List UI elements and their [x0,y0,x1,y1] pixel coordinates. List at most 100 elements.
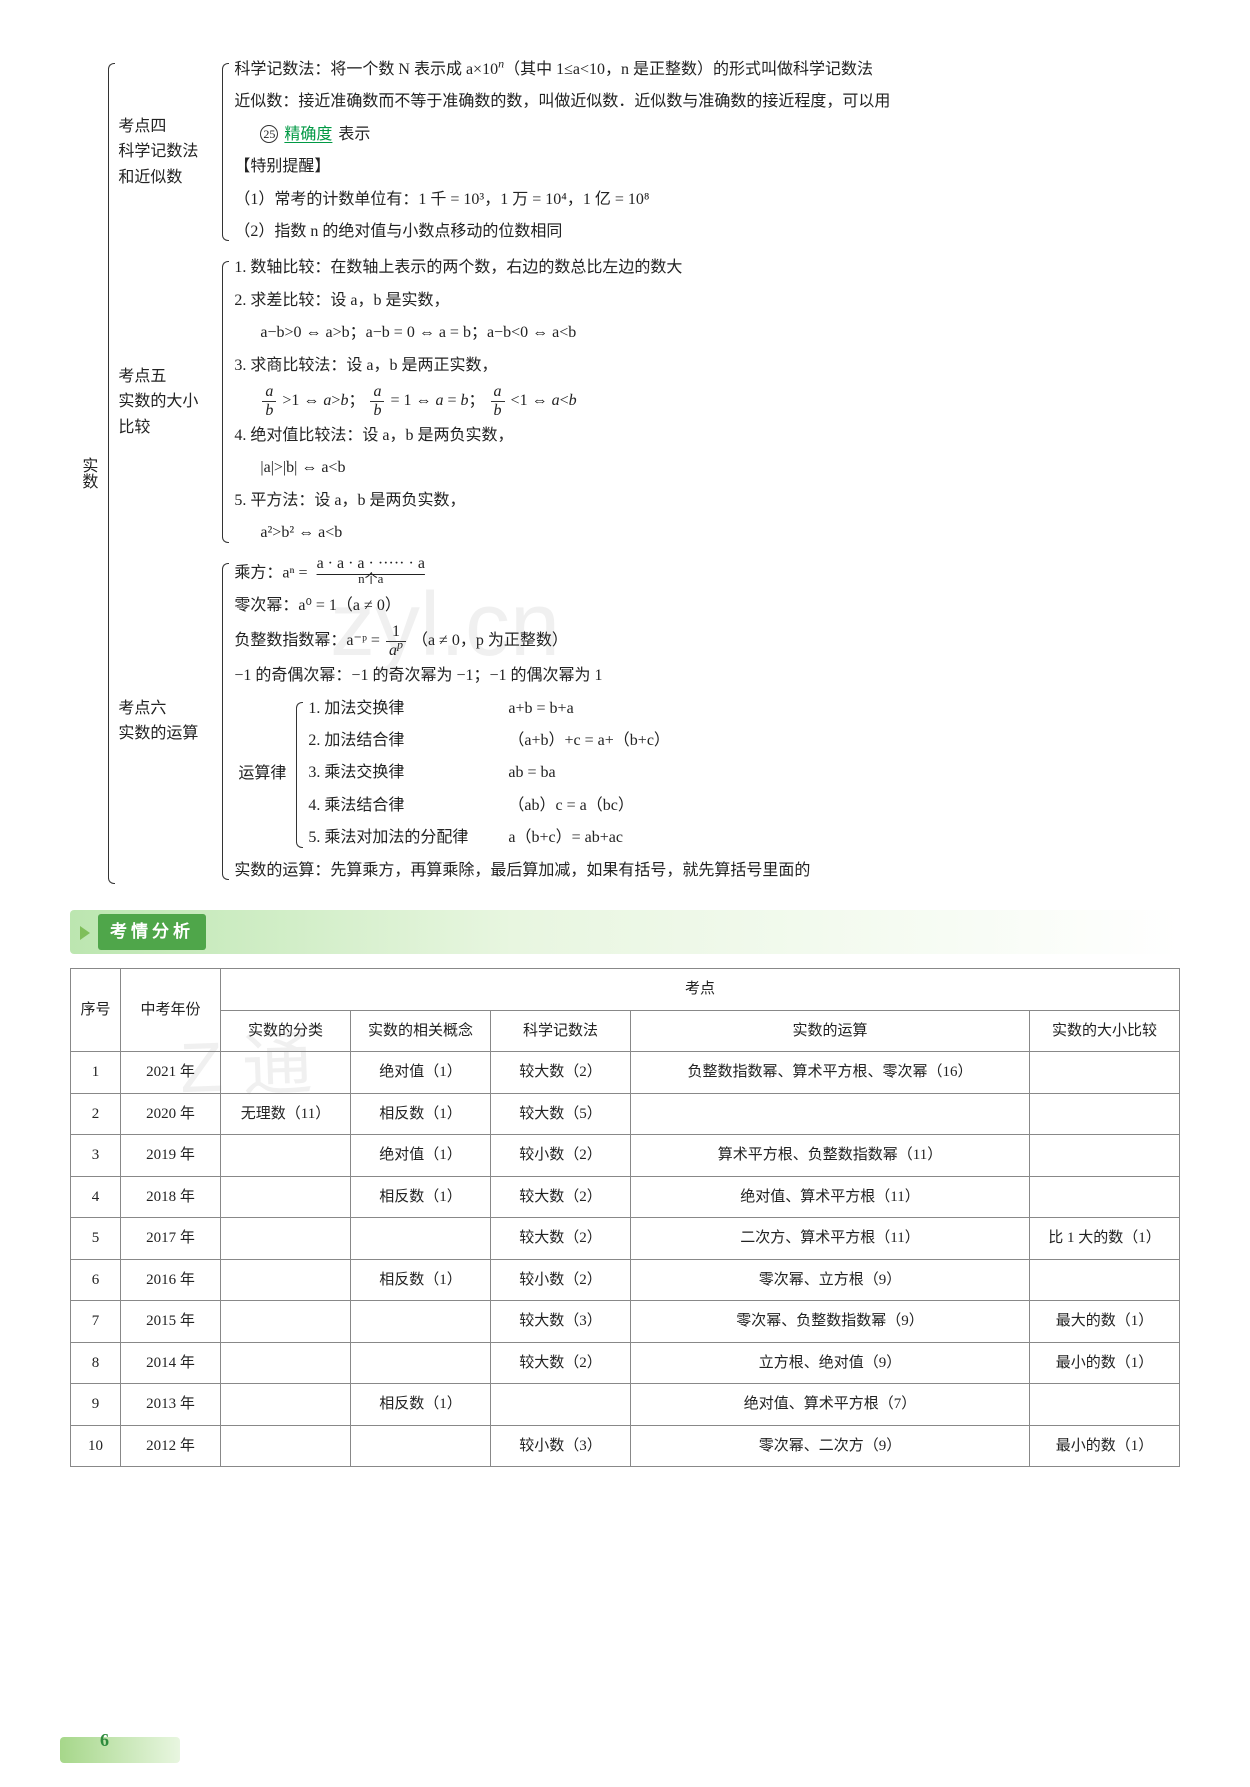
table-cell: 2021 年 [121,1052,221,1094]
table-row: 32019 年绝对值（1）较小数（2）算术平方根、负整数指数幂（11） [71,1135,1180,1177]
text-line: 4. 绝对值比较法：设 a，b 是两负实数， [232,421,1180,453]
col-header: 实数的运算 [631,1010,1030,1052]
text-line: 近似数：接近准确数而不等于准确数的数，叫做近似数．近似数与准确数的接近程度，可以… [232,87,1180,119]
point-6: 考点六 实数的运算 乘方：aⁿ = a · a · a · ····· · a … [118,555,1180,888]
text: 表示 [338,126,370,143]
law-name: 1. 加法交换律 [308,694,508,724]
table-cell [221,1218,351,1260]
table-cell: 负整数指数幂、算术平方根、零次幂（16） [631,1052,1030,1094]
brace [218,253,232,550]
brace [218,55,232,249]
operation-laws: 运算律 1. 加法交换律a+b = b+a 2. 加法结合律（a+b）+c = … [232,694,1180,856]
label-text: 科学记数法 [118,139,218,165]
text-line: 1. 数轴比较：在数轴上表示的两个数，右边的数总比左边的数大 [232,253,1180,285]
law-row: 2. 加法结合律（a+b）+c = a+（b+c） [306,726,1180,758]
law-row: 3. 乘法交换律ab = ba [306,758,1180,790]
table-row: 92013 年相反数（1）绝对值、算术平方根（7） [71,1384,1180,1426]
table-cell: 2016 年 [121,1259,221,1301]
table-cell: 8 [71,1342,121,1384]
circled-number: 25 [260,125,278,143]
table-cell [221,1052,351,1094]
page-number-bar [60,1737,180,1763]
table-cell: 5 [71,1218,121,1260]
table-cell [221,1176,351,1218]
table-cell: 较小数（3） [491,1425,631,1467]
table-cell: 相反数（1） [351,1384,491,1426]
table-cell: 较大数（2） [491,1342,631,1384]
table-cell: 较小数（2） [491,1259,631,1301]
text: （其中 1≤a<10，n 是正整数）的形式叫做科学记数法 [504,61,873,78]
arrow-icon [80,926,90,940]
table-cell [491,1384,631,1426]
law-name: 5. 乘法对加法的分配律 [308,823,508,853]
table-cell: 零次幂、负整数指数幂（9） [631,1301,1030,1343]
law-name: 4. 乘法结合律 [308,791,508,821]
table-cell: 最小的数（1） [1030,1342,1180,1384]
table-header-row: 序号 中考年份 考点 [71,969,1180,1011]
col-header: 实数的相关概念 [351,1010,491,1052]
table-row: 102012 年较小数（3）零次幂、二次方（9）最小的数（1） [71,1425,1180,1467]
table-cell [221,1342,351,1384]
table-cell: 零次幂、立方根（9） [631,1259,1030,1301]
table-cell [351,1342,491,1384]
text-line: 负整数指数幂：a⁻ᵖ = 1ap （a ≠ 0，p 为正整数） [232,623,1180,661]
table-cell [1030,1384,1180,1426]
brace [292,694,306,856]
text: n个a [314,572,428,586]
col-header: 实数的分类 [221,1010,351,1052]
table-cell: 2012 年 [121,1425,221,1467]
text: 负整数指数幂：a⁻ᵖ = [234,632,384,649]
table-cell: 较大数（3） [491,1301,631,1343]
label-text: 考点四 [118,114,218,140]
label-text: 和近似数 [118,165,218,191]
table-cell: 2 [71,1093,121,1135]
text: a · a · a · ····· · a [314,555,428,573]
table-cell [1030,1176,1180,1218]
text-line: ab >1 ⇔ a>b； ab = 1 ⇔ a = b； ab <1 ⇔ a<b [232,383,1180,421]
point-4: 考点四 科学记数法 和近似数 科学记数法：将一个数 N 表示成 a×10n（其中… [118,55,1180,249]
root-label: 实数 [70,55,104,892]
table-cell: 2019 年 [121,1135,221,1177]
text-line: 25 精确度 表示 [232,120,1180,152]
col-header-group: 考点 [221,969,1180,1011]
text-line: 2. 求差比较：设 a，b 是实数， [232,286,1180,318]
law-row: 1. 加法交换律a+b = b+a [306,694,1180,726]
table-cell: 较大数（2） [491,1176,631,1218]
text: 乘方：aⁿ = [234,564,311,581]
table-cell: 立方根、绝对值（9） [631,1342,1030,1384]
page-number: 6 [100,1723,109,1757]
table-cell: 较大数（5） [491,1093,631,1135]
law-row: 5. 乘法对加法的分配律a（b+c）= ab+ac [306,823,1180,855]
label-text: 考点六 [118,696,218,722]
section-title: 考情分析 [98,914,206,950]
col-header: 序号 [71,969,121,1052]
table-cell: 2015 年 [121,1301,221,1343]
table-cell: 绝对值、算术平方根（11） [631,1176,1030,1218]
text: （a ≠ 0，p 为正整数） [412,632,568,649]
table-row: 22020 年无理数（11）相反数（1）较大数（5） [71,1093,1180,1135]
col-header: 实数的大小比较 [1030,1010,1180,1052]
law-expr: （a+b）+c = a+（b+c） [508,726,1180,756]
text-line: |a|>|b| ⇔ a<b [232,453,1180,485]
text-line: （2）指数 n 的绝对值与小数点移动的位数相同 [232,217,1180,249]
label-text: 实数的运算 [118,721,218,747]
text-line: 实数的运算：先算乘方，再算乘除，最后算加减，如果有括号，就先算括号里面的 [232,856,1180,888]
outline-tree: 实数 考点四 科学记数法 和近似数 科学记数法：将一个数 N 表示成 a×10n… [70,55,1180,892]
table-cell: 较大数（2） [491,1218,631,1260]
text-line: 3. 求商比较法：设 a，b 是两正实数， [232,351,1180,383]
table-cell: 9 [71,1384,121,1426]
table-cell: 相反数（1） [351,1259,491,1301]
table-cell: 3 [71,1135,121,1177]
table-cell [1030,1259,1180,1301]
point-5-label: 考点五 实数的大小 比较 [118,253,218,550]
table-cell [221,1384,351,1426]
table-cell: 4 [71,1176,121,1218]
text: 科学记数法：将一个数 N 表示成 a×10 [234,61,498,78]
table-cell: 绝对值（1） [351,1135,491,1177]
table-cell [351,1301,491,1343]
table-cell [631,1093,1030,1135]
text-line: 零次幂：a⁰ = 1（a ≠ 0） [232,591,1180,623]
label-text: 比较 [118,415,218,441]
table-cell: 相反数（1） [351,1093,491,1135]
table-cell: 2018 年 [121,1176,221,1218]
